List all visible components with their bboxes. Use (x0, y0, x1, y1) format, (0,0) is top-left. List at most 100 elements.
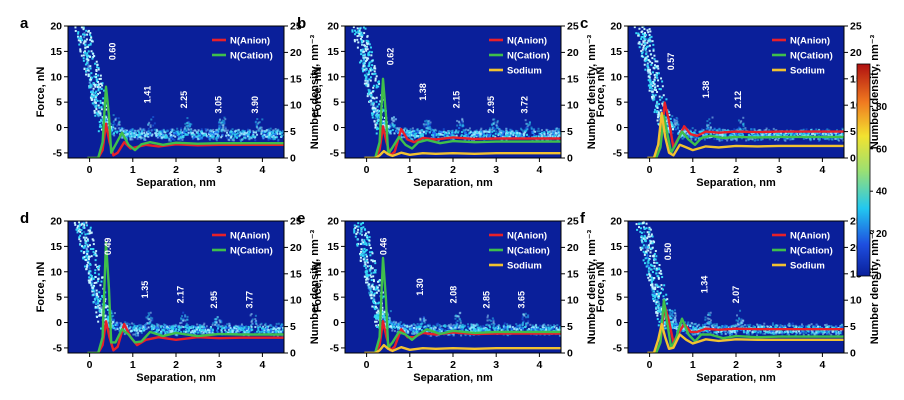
density-pixel (360, 39, 363, 42)
density-pixel (100, 128, 103, 131)
density-pixel (449, 323, 452, 326)
density-pixel (129, 135, 132, 138)
density-pixel (186, 325, 189, 328)
density-pixel (129, 326, 132, 329)
density-pixel (653, 83, 656, 86)
density-pixel (266, 326, 269, 329)
density-pixel (79, 41, 82, 44)
density-pixel (641, 52, 644, 55)
density-pixel (365, 82, 368, 85)
density-pixel (247, 128, 250, 131)
density-pixel (366, 43, 369, 46)
density-pixel (397, 327, 400, 330)
density-pixel (254, 326, 257, 329)
density-pixel (366, 35, 369, 38)
density-pixel (199, 332, 202, 335)
density-pixel (488, 127, 491, 130)
density-pixel (377, 311, 380, 314)
density-pixel (179, 322, 182, 325)
density-pixel (97, 92, 100, 95)
density-pixel (113, 327, 116, 330)
density-pixel (540, 328, 543, 331)
density-pixel (829, 131, 832, 134)
density-pixel (372, 296, 375, 299)
density-pixel (780, 133, 783, 136)
density-pixel (665, 98, 668, 101)
density-pixel (270, 329, 273, 332)
density-pixel (822, 137, 825, 140)
density-pixel (184, 122, 187, 125)
legend: N(Anion)N(Cation)Sodium (489, 36, 550, 77)
density-pixel (279, 324, 282, 327)
density-pixel (268, 133, 271, 136)
density-pixel (741, 132, 744, 135)
density-pixel (93, 109, 96, 112)
density-pixel (427, 123, 430, 126)
density-pixel (648, 28, 651, 31)
density-pixel (408, 325, 411, 328)
density-pixel (657, 72, 660, 75)
density-pixel (86, 243, 89, 246)
density-pixel (76, 225, 79, 228)
density-pixel (701, 130, 704, 133)
peak-label: 3.72 (519, 96, 529, 114)
density-pixel (785, 137, 788, 140)
density-pixel (83, 221, 86, 224)
density-pixel (166, 129, 169, 132)
density-pixel (435, 133, 438, 136)
density-pixel (366, 73, 369, 76)
density-pixel (353, 40, 356, 43)
density-pixel (689, 130, 692, 133)
density-pixel (90, 36, 93, 39)
x-tick-label: 1 (130, 164, 136, 176)
density-pixel (133, 324, 136, 327)
density-pixel (211, 322, 214, 325)
density-pixel (89, 86, 92, 89)
density-pixel (201, 130, 204, 133)
density-pixel (87, 50, 90, 53)
density-pixel (688, 135, 691, 138)
density-pixel (552, 135, 555, 138)
density-pixel (354, 29, 357, 32)
density-pixel (753, 139, 756, 142)
density-pixel (489, 129, 492, 132)
density-pixel (99, 109, 102, 112)
density-pixel (223, 116, 226, 119)
density-pixel (151, 324, 154, 327)
density-pixel (126, 322, 129, 325)
density-pixel (94, 276, 97, 279)
density-pixel (189, 326, 192, 329)
density-pixel (709, 133, 712, 136)
density-pixel (374, 67, 377, 70)
density-pixel (755, 133, 758, 136)
density-pixel (132, 326, 135, 329)
density-pixel (405, 132, 408, 135)
density-pixel (742, 125, 745, 128)
density-pixel (509, 132, 512, 135)
density-pixel (78, 227, 81, 230)
density-pixel (358, 61, 361, 64)
density-pixel (362, 68, 365, 71)
density-pixel (85, 265, 88, 268)
series-line-n-cation (87, 85, 284, 158)
density-pixel (252, 131, 255, 134)
density-pixel (142, 326, 145, 329)
density-pixel (224, 325, 227, 328)
density-pixel (257, 127, 260, 130)
density-pixel (180, 318, 183, 321)
density-pixel (652, 81, 655, 84)
density-pixel (146, 130, 149, 133)
density-pixel (367, 83, 370, 86)
density-pixel (214, 132, 217, 135)
density-pixel (388, 130, 391, 133)
density-pixel (511, 130, 514, 133)
density-pixel (96, 99, 99, 102)
density-pixel (526, 321, 529, 324)
density-pixel (406, 131, 409, 134)
density-pixel (127, 133, 130, 136)
density-pixel (95, 78, 98, 81)
density-pixel (82, 28, 85, 31)
density-pixel (163, 325, 166, 328)
density-pixel (692, 136, 695, 139)
density-pixel (501, 130, 504, 133)
